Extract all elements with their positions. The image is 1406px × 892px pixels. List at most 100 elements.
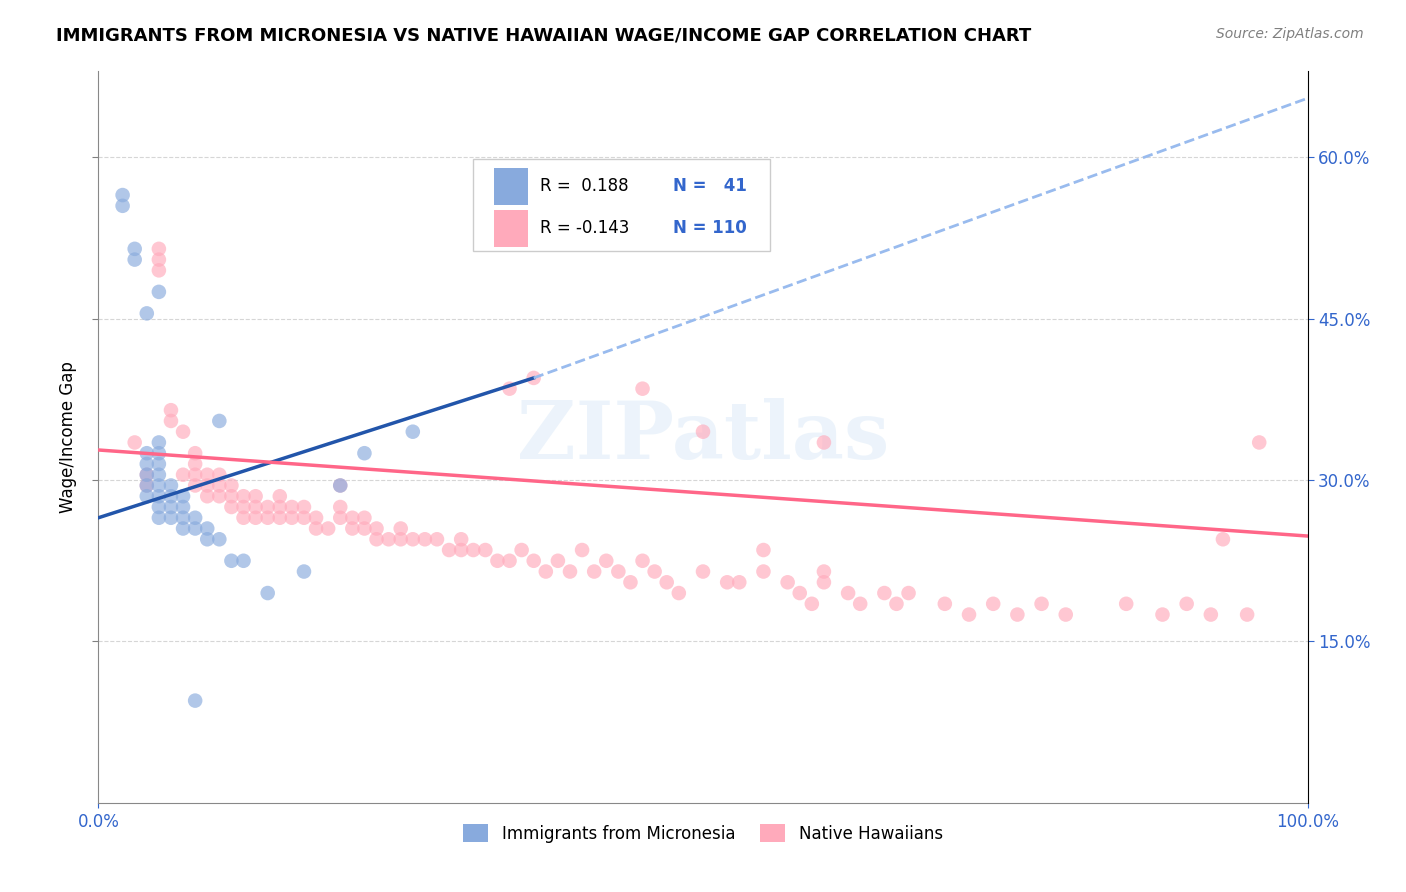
Point <box>353 446 375 460</box>
Point <box>800 597 823 611</box>
Point <box>607 565 630 579</box>
Point <box>160 500 183 514</box>
Point <box>184 510 207 524</box>
Point <box>813 575 835 590</box>
Point <box>148 285 170 299</box>
Point <box>281 510 304 524</box>
Point <box>523 371 546 385</box>
Point <box>329 478 352 492</box>
Point <box>631 382 654 396</box>
Point <box>571 543 593 558</box>
Point <box>184 446 207 460</box>
Point <box>292 510 315 524</box>
Point <box>849 597 872 611</box>
Point <box>245 489 267 503</box>
Point <box>1054 607 1077 622</box>
Point <box>873 586 896 600</box>
Point <box>644 565 666 579</box>
Point <box>135 457 157 471</box>
Point <box>148 467 170 482</box>
Legend: Immigrants from Micronesia, Native Hawaiians: Immigrants from Micronesia, Native Hawai… <box>457 818 949 849</box>
Point <box>353 510 375 524</box>
Point <box>329 510 352 524</box>
Point <box>245 510 267 524</box>
Point <box>1031 597 1053 611</box>
Point <box>148 435 170 450</box>
Point <box>1212 533 1234 547</box>
Point <box>148 500 170 514</box>
Point <box>305 510 328 524</box>
Point <box>413 533 436 547</box>
Point <box>498 554 520 568</box>
FancyBboxPatch shape <box>474 159 769 251</box>
Point <box>184 467 207 482</box>
Point <box>342 521 364 535</box>
Point <box>195 467 218 482</box>
Point <box>172 425 194 439</box>
Point <box>269 489 291 503</box>
Point <box>148 478 170 492</box>
Point <box>148 510 170 524</box>
Point <box>813 565 835 579</box>
Point <box>583 565 606 579</box>
FancyBboxPatch shape <box>494 168 527 204</box>
Point <box>366 533 388 547</box>
Point <box>135 478 157 492</box>
Point <box>474 543 496 558</box>
Point <box>172 521 194 535</box>
Point <box>619 575 641 590</box>
Point <box>135 467 157 482</box>
Point <box>1249 435 1271 450</box>
Point <box>377 533 399 547</box>
Point <box>124 435 146 450</box>
Point <box>256 586 278 600</box>
Point <box>148 446 170 460</box>
Point <box>160 489 183 503</box>
Point <box>547 554 569 568</box>
Point <box>776 575 799 590</box>
Point <box>232 554 254 568</box>
Point <box>1199 607 1222 622</box>
Point <box>534 565 557 579</box>
Point <box>208 533 231 547</box>
FancyBboxPatch shape <box>494 211 527 247</box>
Point <box>353 521 375 535</box>
Point <box>523 554 546 568</box>
Point <box>752 565 775 579</box>
Point <box>728 575 751 590</box>
Point <box>195 478 218 492</box>
Point <box>752 543 775 558</box>
Point <box>329 500 352 514</box>
Point <box>172 467 194 482</box>
Point <box>1115 597 1137 611</box>
Point <box>124 252 146 267</box>
Point <box>957 607 980 622</box>
Point <box>558 565 581 579</box>
Point <box>160 414 183 428</box>
Point <box>195 489 218 503</box>
Point <box>426 533 449 547</box>
Point <box>184 478 207 492</box>
Point <box>184 457 207 471</box>
Point <box>437 543 460 558</box>
Point <box>389 521 412 535</box>
Point <box>135 306 157 320</box>
Point <box>208 489 231 503</box>
Point <box>269 500 291 514</box>
Text: ZIPatlas: ZIPatlas <box>517 398 889 476</box>
Point <box>389 533 412 547</box>
Point <box>402 533 425 547</box>
Point <box>510 543 533 558</box>
Point <box>450 543 472 558</box>
Point <box>692 565 714 579</box>
Text: N =   41: N = 41 <box>673 178 747 195</box>
Point <box>111 199 134 213</box>
Point <box>463 543 485 558</box>
Point <box>221 489 243 503</box>
Point <box>897 586 920 600</box>
Point <box>813 435 835 450</box>
Point <box>837 586 859 600</box>
Point <box>221 500 243 514</box>
Point <box>195 533 218 547</box>
Point <box>124 242 146 256</box>
